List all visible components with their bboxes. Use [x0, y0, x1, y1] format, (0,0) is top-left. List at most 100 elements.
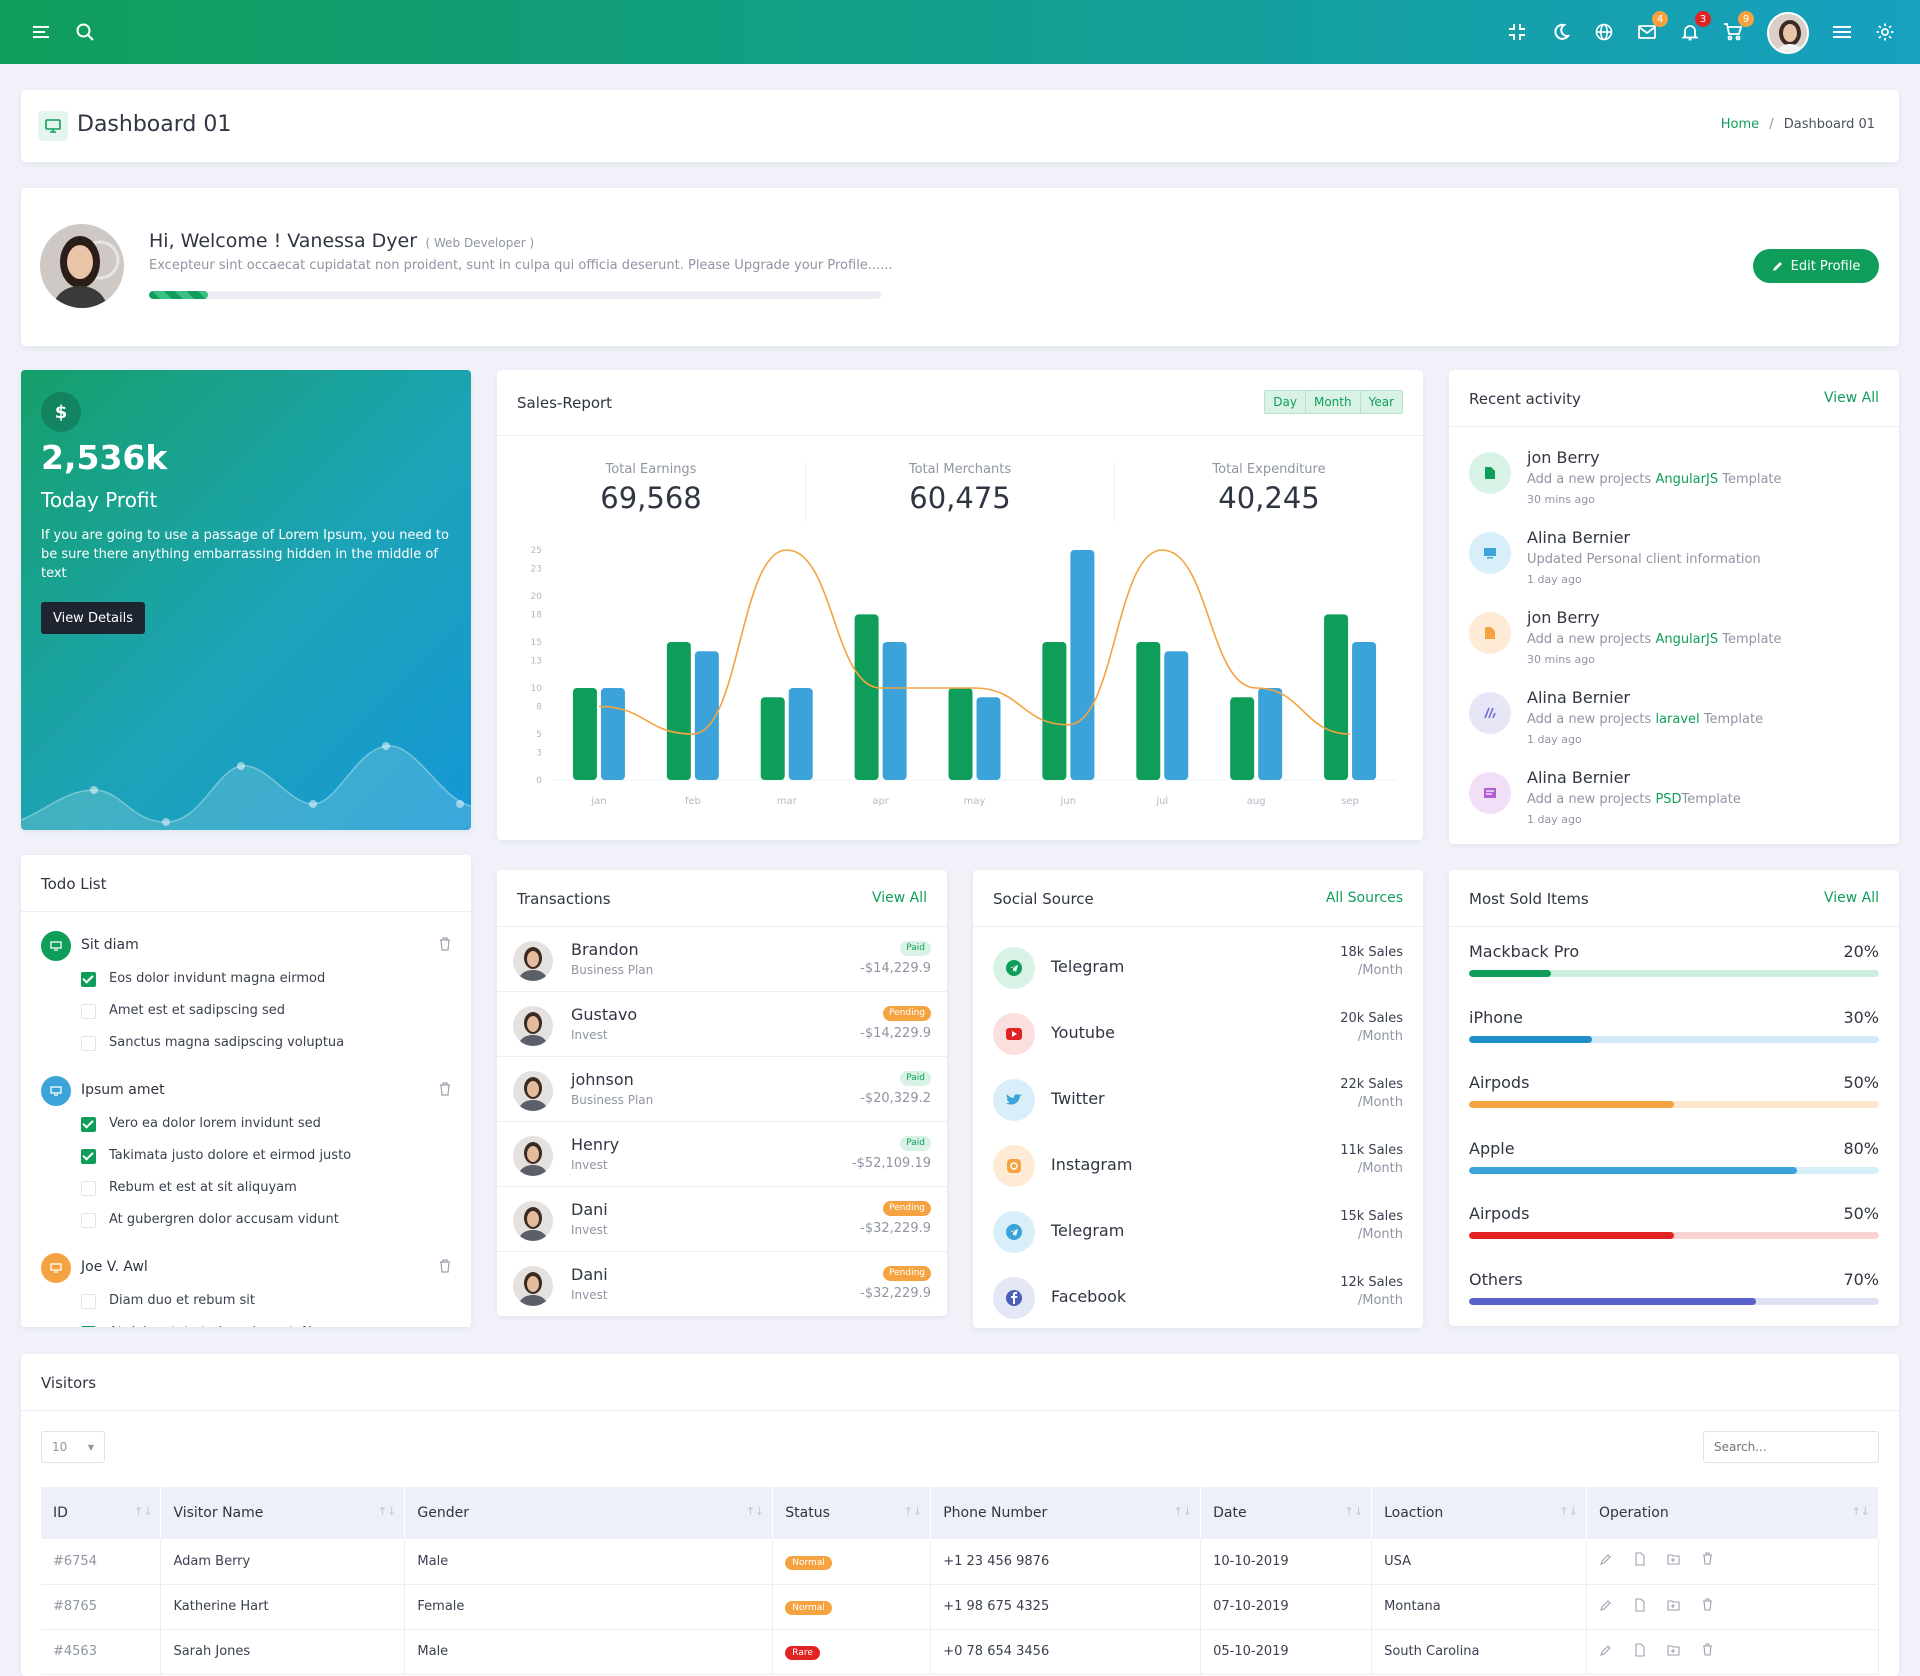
activity-name: Alina Bernier: [1527, 528, 1630, 547]
checkbox-unchecked[interactable]: [81, 1004, 96, 1019]
globe-icon[interactable]: [1592, 20, 1616, 44]
column-header[interactable]: Phone Number ↑↓: [930, 1487, 1202, 1539]
chart-bar: [976, 697, 1001, 780]
table-cell: 05-10-2019: [1200, 1629, 1373, 1674]
column-header[interactable]: Status ↑↓: [772, 1487, 932, 1539]
transaction-amount: -$14,229.9: [860, 961, 931, 976]
most-sold-view-all[interactable]: View All: [1823, 890, 1879, 906]
sold-item-name: Apple: [1469, 1138, 1515, 1158]
column-header[interactable]: ID ↑↓: [41, 1487, 162, 1539]
edit-profile-button[interactable]: Edit Profile: [1753, 249, 1879, 283]
sales-stats: Total Earnings 69,568 Total Merchants 60…: [497, 462, 1423, 522]
page-size-select[interactable]: 10 ▼: [41, 1431, 105, 1463]
checkbox-checked[interactable]: [81, 1326, 96, 1327]
sales-report-title: Sales-Report: [517, 394, 613, 412]
trash-icon[interactable]: [1701, 1642, 1715, 1661]
file-icon[interactable]: [1633, 1552, 1647, 1570]
settings-gear-icon[interactable]: [1873, 20, 1897, 44]
checkbox-checked[interactable]: [81, 1117, 96, 1132]
folder-icon[interactable]: [1667, 1598, 1681, 1616]
profit-card: $ 2,536k Today Profit If you are going t…: [21, 370, 471, 830]
sold-progress-fill: [1469, 1232, 1674, 1239]
filter-day[interactable]: Day: [1265, 391, 1306, 413]
trash-icon[interactable]: [1701, 1597, 1715, 1616]
trash-icon[interactable]: [439, 1082, 451, 1100]
list-menu-icon[interactable]: [1830, 20, 1854, 44]
trash-icon[interactable]: [439, 937, 451, 955]
file-icon[interactable]: [1633, 1642, 1647, 1661]
x-tick-label: jul: [1155, 796, 1168, 807]
user-avatar[interactable]: [1767, 12, 1809, 54]
monitor-icon: [41, 931, 71, 961]
trash-icon[interactable]: [439, 1259, 451, 1277]
divider: [1449, 926, 1899, 927]
chart-bar: [1164, 651, 1189, 780]
activity-link[interactable]: AngularJS: [1655, 632, 1719, 647]
visitors-card: Visitors 10 ▼ ID ↑↓ Visitor Name ↑↓ Gender ↑↓…: [21, 1354, 1899, 1676]
monitor-icon: [1469, 532, 1511, 574]
view-details-button[interactable]: View Details: [41, 602, 145, 634]
sold-item-name: Airpods: [1469, 1204, 1530, 1223]
search-icon[interactable]: [73, 20, 97, 44]
checkbox-unchecked[interactable]: [81, 1294, 96, 1309]
social-sales: 12k Sales: [1340, 1275, 1403, 1290]
file-icon[interactable]: [1633, 1597, 1647, 1616]
column-header[interactable]: Date ↑↓: [1200, 1487, 1373, 1539]
sold-item-percent: 20%: [1843, 942, 1879, 961]
welcome-greeting: Hi, Welcome ! Vanessa Dyer: [149, 230, 418, 252]
edit-icon[interactable]: [1599, 1598, 1613, 1616]
todo-item: At gubergren dolor accusam vidunt: [81, 1210, 451, 1232]
activity-link[interactable]: AngularJS: [1655, 472, 1719, 487]
column-header[interactable]: Gender ↑↓: [404, 1487, 774, 1539]
social-all-sources[interactable]: All Sources: [1325, 890, 1403, 906]
recent-activity-view-all[interactable]: View All: [1823, 390, 1879, 406]
mail-icon[interactable]: 4: [1635, 11, 1668, 44]
column-header[interactable]: Visitor Name ↑↓: [160, 1487, 406, 1539]
activity-link[interactable]: laravel: [1655, 712, 1700, 727]
activity-time: 1 day ago: [1527, 573, 1582, 586]
filter-year[interactable]: Year: [1360, 391, 1402, 413]
sort-icon: ↑↓: [903, 1505, 923, 1518]
transaction-plan: Invest: [571, 1158, 608, 1172]
sold-item-percent: 50%: [1843, 1204, 1879, 1223]
checkbox-checked[interactable]: [81, 972, 96, 987]
fullscreen-exit-icon[interactable]: [1505, 20, 1529, 44]
filter-month[interactable]: Month: [1305, 391, 1361, 413]
search-input[interactable]: [1703, 1431, 1879, 1463]
sold-item-name: Others: [1469, 1269, 1523, 1289]
profile-progress-bar: [149, 291, 881, 299]
trash-icon[interactable]: [1701, 1552, 1715, 1570]
edit-icon[interactable]: [1599, 1552, 1613, 1570]
table-cell: +1 98 675 4325: [930, 1584, 1202, 1629]
breadcrumb-home[interactable]: Home: [1720, 117, 1760, 132]
y-tick-label: 15: [531, 638, 542, 648]
table-cell: Adam Berry: [160, 1539, 406, 1584]
checkbox-unchecked[interactable]: [81, 1181, 96, 1196]
social-source-card: Social Source All Sources Telegram 18k Sa…: [973, 870, 1423, 1328]
moon-icon[interactable]: [1549, 20, 1573, 44]
column-header[interactable]: Loaction ↑↓: [1371, 1487, 1588, 1539]
sold-item-percent: 30%: [1843, 1007, 1879, 1027]
activity-link[interactable]: PSD: [1655, 792, 1682, 807]
activity-text: Add a new projects: [1527, 792, 1656, 807]
edit-icon[interactable]: [1599, 1643, 1613, 1661]
cart-icon[interactable]: 9: [1721, 11, 1754, 44]
folder-icon[interactable]: [1667, 1643, 1681, 1661]
transactions-card: Transactions View All Brandon Business Pl…: [497, 870, 947, 1316]
activity-text: Template: [1699, 712, 1764, 727]
folder-icon[interactable]: [1667, 1552, 1681, 1570]
status-badge: Pending: [883, 1006, 931, 1021]
checkbox-unchecked[interactable]: [81, 1213, 96, 1228]
divider: [21, 1410, 1899, 1411]
stat-value: 60,475: [909, 481, 1011, 515]
bell-icon[interactable]: 3: [1678, 11, 1711, 44]
menu-icon[interactable]: [30, 20, 54, 44]
checkbox-unchecked[interactable]: [81, 1036, 96, 1051]
activity-text: Template: [1718, 472, 1782, 487]
transactions-view-all[interactable]: View All: [871, 890, 927, 906]
page-title: Dashboard 01: [77, 112, 232, 137]
checkbox-checked[interactable]: [81, 1149, 96, 1164]
transaction-name: johnson: [571, 1070, 634, 1089]
column-header[interactable]: Operation ↑↓: [1586, 1487, 1879, 1539]
